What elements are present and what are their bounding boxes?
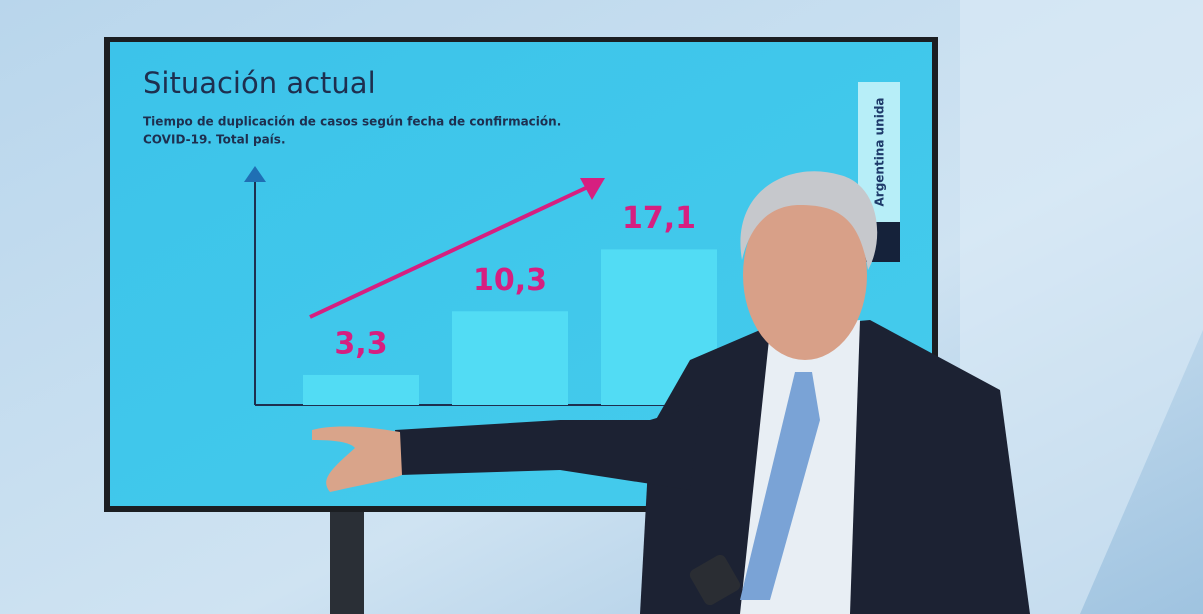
hand [312, 426, 402, 492]
bar [303, 374, 419, 405]
value-label: 10,3 [473, 263, 547, 298]
hair [740, 171, 878, 270]
trend-arrowhead [580, 178, 605, 200]
chart-subtitle: Tiempo de duplicación de casos según fec… [143, 115, 561, 129]
face [743, 190, 867, 360]
chart-subtitle: COVID-19. Total país. [143, 133, 286, 147]
arm [395, 405, 700, 490]
chart-title: Situación actual [143, 66, 376, 100]
trend-arrow [309, 184, 591, 319]
person [312, 171, 1030, 614]
value-label: 17,1 [622, 201, 696, 236]
bar [452, 311, 568, 405]
axis-arrow [244, 166, 266, 182]
wall-panel [960, 0, 1203, 614]
remote [689, 554, 741, 606]
value-label: 3,3 [334, 326, 387, 361]
tv-stand [330, 505, 364, 614]
banner-text: Argentina unida [873, 97, 887, 206]
tie [740, 372, 820, 600]
